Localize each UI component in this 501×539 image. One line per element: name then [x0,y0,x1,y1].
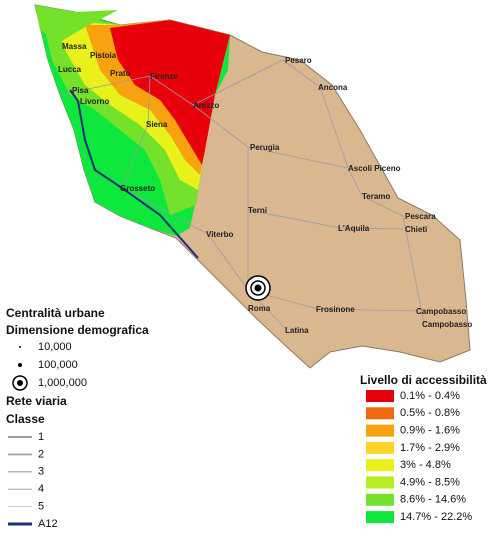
city-label: Prato [110,69,131,78]
legend-subtitle: Dimensione demografica [6,323,149,337]
legend-swatch [366,441,394,454]
legend-swatch [366,390,394,402]
legend-swatch [366,511,394,524]
road-class-label: 4 [38,483,44,495]
legend-swatch [366,407,394,420]
size-label: 10,000 [38,341,72,353]
roma-symbol [254,284,262,292]
road-class-label: 1 [38,431,44,443]
legend-subtitle: Classe [6,412,45,426]
city-label: L'Aquila [338,224,370,233]
city-label: Terni [248,206,267,215]
city-label: Siena [146,120,168,129]
size-symbol [19,346,21,348]
road-class-label: 5 [38,501,44,513]
city-label: Livorno [80,97,109,106]
right-legend: Livello di accessibilità 0.1% - 0.4% 0.5%… [360,373,487,524]
city-label: Ancona [318,83,348,92]
legend-swatch [366,424,394,437]
city-label: Chieti [405,225,427,234]
legend-swatch [366,493,394,506]
city-label: Campobasso [422,320,472,329]
city-label: Firenze [150,72,179,81]
city-label: Latina [285,326,309,335]
tuscany-red [110,20,230,165]
city-label: Arezzo [193,101,219,110]
size-label: 1,000,000 [38,377,87,389]
legend-swatch [366,476,394,489]
city-label: Massa [62,42,87,51]
city-label: Roma [248,304,271,313]
legend-title: Centralità urbane [6,306,105,320]
legend-label: 1.7% - 2.9% [400,442,460,454]
road [282,59,425,325]
legend-label: 4.9% - 8.5% [400,476,460,488]
legend-label: 14.7% - 22.2% [400,511,472,523]
legend-label: 0.1% - 0.4% [400,390,460,402]
a12-motorway [69,89,199,259]
city-label: Frosinone [316,305,355,314]
city-labels: Massa Pistoia Lucca Prato Firenze Pesaro… [58,42,472,335]
north-tip [35,5,118,42]
road [59,75,419,312]
legend-swatch [366,459,394,472]
city-label: Perugia [250,143,280,152]
legend-label: 0.9% - 1.6% [400,425,460,437]
city-label: Ascoli Piceno [348,164,401,173]
city-label: Teramo [362,192,390,201]
legend-label: 0.5% - 0.8% [400,407,460,419]
legend-title: Rete viaria [6,394,67,408]
road-class-label: A12 [38,518,58,530]
size-symbol [17,380,23,386]
city-label: Viterbo [206,230,234,239]
city-label: Pesaro [285,56,312,65]
size-symbol [18,363,22,367]
road-class-label: 3 [38,466,44,478]
city-label: Lucca [58,65,82,74]
road-classes: 1 2 3 4 5 A12 [8,431,58,530]
left-legend: Centralità urbane Dimensione demografica… [6,306,149,426]
city-label: Pistoia [90,51,117,60]
base-map [34,4,471,369]
size-label: 100,000 [38,359,78,371]
legend-label: 3% - 4.8% [400,459,451,471]
road [192,59,404,230]
legend-title: Livello di accessibilità [360,373,487,387]
legend-label: 8.6% - 14.6% [400,494,466,506]
city-label: Campobasso [416,307,466,316]
city-label: Grosseto [120,184,155,193]
city-label: Pisa [72,86,89,95]
city-label: Pescara [405,212,436,221]
road-class-label: 2 [38,448,44,460]
